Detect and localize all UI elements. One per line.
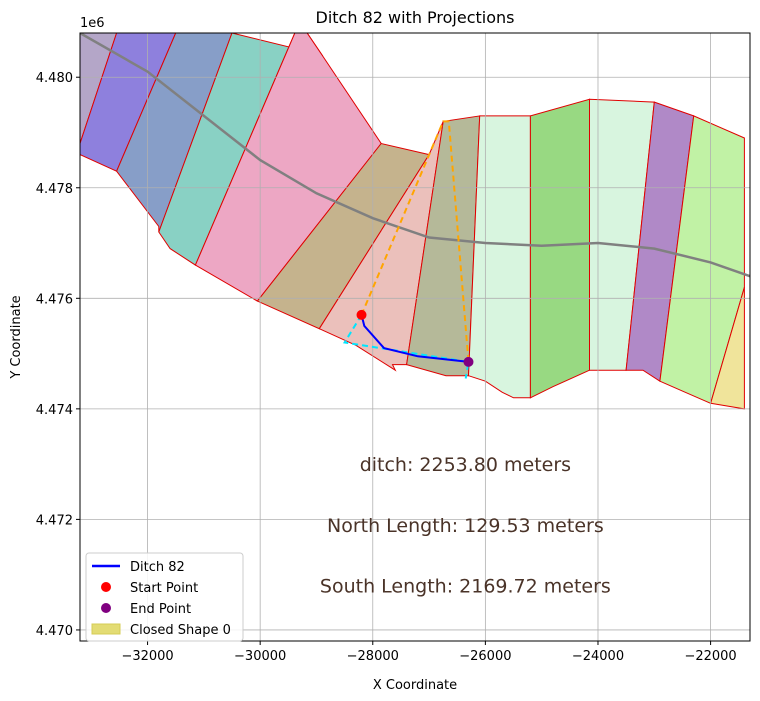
y-axis-ticks: 4.470 4.472 4.474 4.476 4.478 4.480 [36, 71, 80, 639]
legend-label: Closed Shape 0 [130, 623, 231, 638]
x-tick-label: −30000 [234, 649, 286, 664]
line-series [80, 33, 750, 379]
legend: Ditch 82 Start Point End Point Closed Shape… [85, 552, 244, 642]
north-projection-line [360, 120, 470, 362]
y-axis-title: Y Coordinate [9, 295, 24, 379]
annotation-text: South Length: 2169.72 meters [320, 576, 611, 598]
legend-point-swatch [101, 582, 111, 592]
legend-label: Ditch 82 [130, 560, 185, 575]
plot-frame [79, 32, 751, 642]
x-tick-label: −32000 [121, 649, 173, 664]
legend-point-swatch [101, 603, 111, 613]
legend-box [85, 552, 244, 642]
south-projection-line [342, 314, 470, 379]
y-tick-label: 4.476 [36, 292, 73, 307]
closed-shape-13 [709, 287, 745, 410]
y-tick-label: 4.480 [36, 71, 73, 86]
closed-shape-6 [318, 121, 444, 372]
y-tick-label: 4.478 [36, 182, 73, 197]
chart-title: Ditch 82 with Projections [316, 8, 515, 27]
y-offset-label: 1e6 [80, 16, 105, 31]
centerline [80, 33, 750, 278]
closed-shape-3 [158, 33, 324, 266]
y-tick-label: 4.472 [36, 513, 73, 528]
annotation-text: ditch: 2253.80 meters [360, 454, 571, 476]
closed-shape-4 [194, 33, 382, 302]
ditch-line [360, 314, 469, 363]
y-tick-label: 4.474 [36, 403, 73, 418]
end-point [463, 356, 474, 367]
closed-shape-9 [529, 98, 590, 399]
x-tick-label: −22000 [684, 649, 736, 664]
x-tick-label: −26000 [459, 649, 511, 664]
legend-label: Start Point [130, 581, 198, 596]
x-tick-label: −24000 [572, 649, 624, 664]
x-axis-ticks: −32000 −30000 −28000 −26000 −24000 −22000 [121, 641, 737, 664]
closed-shape-8 [467, 115, 531, 399]
annotations: ditch: 2253.80 meters North Length: 129.5… [320, 454, 611, 598]
legend-label: End Point [130, 602, 191, 617]
start-point [356, 309, 367, 320]
annotation-text: North Length: 129.53 meters [327, 515, 604, 537]
closed-shapes [80, 33, 745, 410]
y-tick-label: 4.470 [36, 624, 73, 639]
legend-patch-swatch [91, 623, 121, 635]
x-tick-label: −28000 [347, 649, 399, 664]
x-axis-title: X Coordinate [373, 678, 457, 693]
